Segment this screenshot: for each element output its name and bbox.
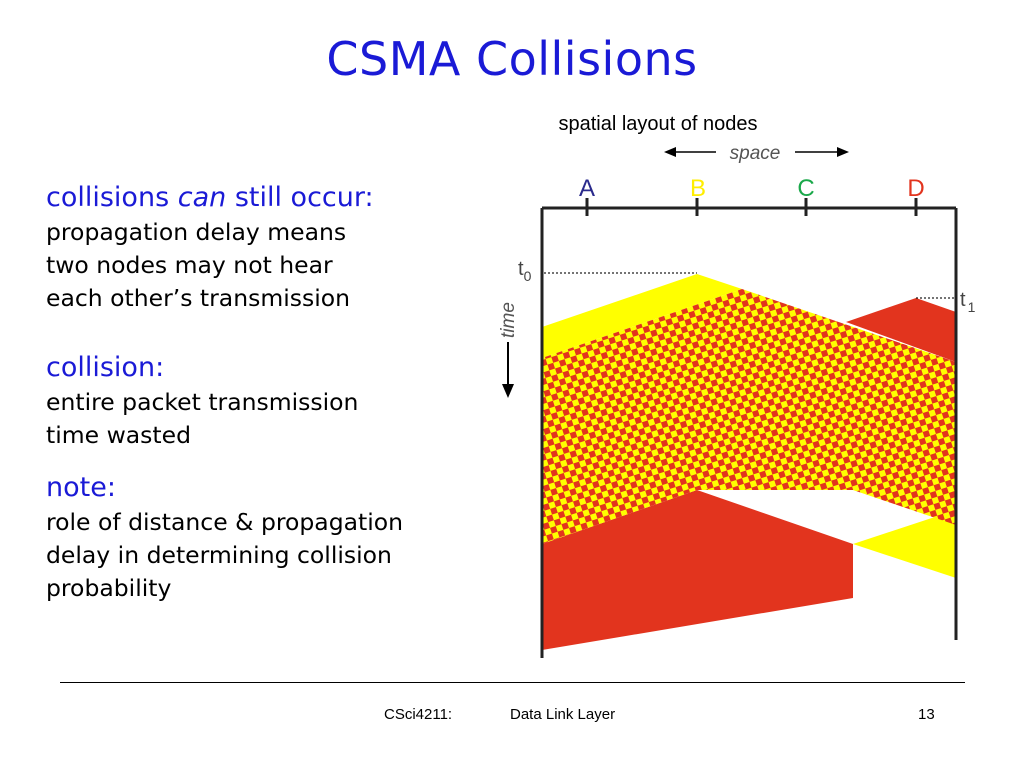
node-label-c: C	[797, 175, 814, 202]
section-line: entire packet transmission	[46, 388, 359, 416]
section-line: delay in determining collision	[46, 541, 392, 569]
diagram-caption: spatial layout of nodes	[558, 113, 757, 135]
space-label: space	[730, 143, 781, 164]
footer-course: CSci4211:	[384, 706, 453, 723]
t0-label: t0	[518, 258, 532, 284]
slide-title: CSMA Collisions	[326, 32, 698, 86]
footer-topic: Data Link Layer	[510, 706, 616, 723]
transmission-region-b-early	[542, 274, 742, 430]
section-line: two nodes may not hear	[46, 251, 333, 279]
heading-emphasis: can	[177, 182, 227, 213]
section-line: propagation delay means	[46, 218, 347, 246]
transmission-region-b-late	[853, 510, 956, 578]
node-label-d: D	[907, 175, 924, 202]
node-label-b: B	[690, 175, 706, 202]
section-line: role of distance & propagation	[46, 508, 404, 536]
transmission-region-d-early	[846, 298, 956, 362]
time-arrow	[502, 342, 514, 398]
section-heading: collision:	[46, 352, 165, 383]
collision-region	[542, 289, 956, 544]
footer-divider	[60, 682, 965, 683]
section-line: probability	[46, 574, 172, 602]
section-heading: note:	[46, 472, 116, 503]
heading-text: collisions	[46, 182, 178, 213]
section-heading: collisions can still occur:	[46, 180, 506, 216]
transmission-region-d-late	[542, 490, 853, 650]
section-line: each other’s transmission	[46, 284, 351, 312]
section-collision: collision: entire packet transmission ti…	[46, 350, 358, 452]
footer-page-number: 13	[918, 706, 935, 723]
section-note: note: role of distance & propagation del…	[46, 470, 403, 605]
time-label: time	[498, 302, 519, 338]
section-line: time wasted	[46, 421, 192, 449]
node-label-a: A	[579, 175, 595, 202]
heading-text: still occur:	[226, 182, 374, 213]
section-collisions: collisions can still occur: propagation …	[46, 180, 506, 315]
space-arrow	[664, 147, 849, 157]
